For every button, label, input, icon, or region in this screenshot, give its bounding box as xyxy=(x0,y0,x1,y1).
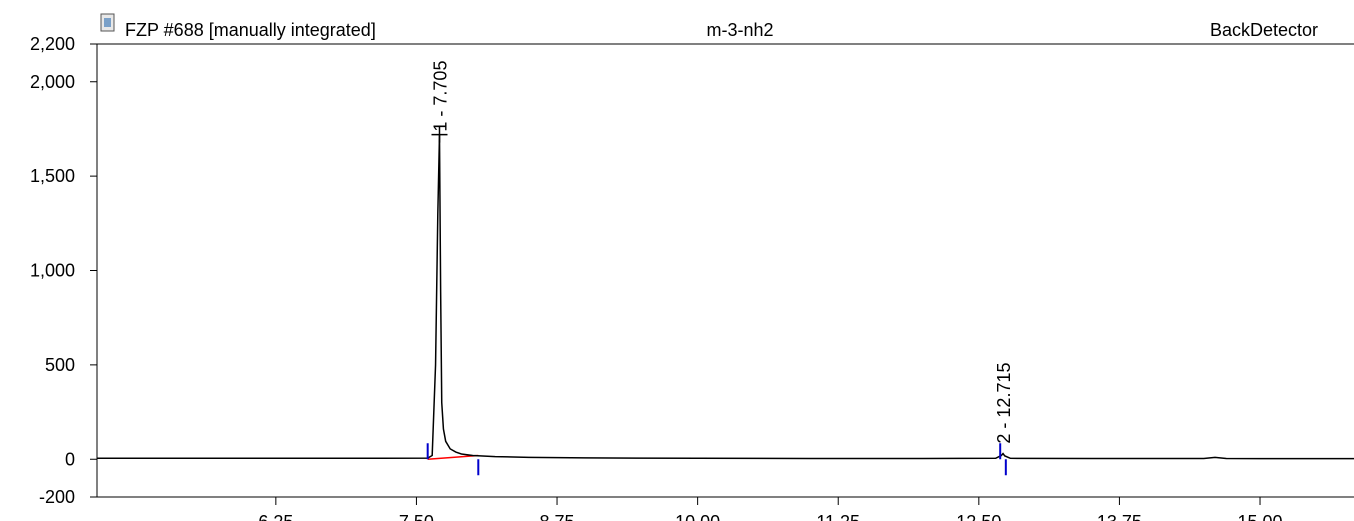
y-tick-label: 500 xyxy=(45,355,75,375)
detector-name: BackDetector xyxy=(1210,20,1318,40)
plot-frame xyxy=(96,43,1354,498)
y-tick-label: 2,000 xyxy=(30,72,75,92)
report-icon xyxy=(100,13,115,32)
x-tick-label: 10.00 xyxy=(675,512,720,521)
x-tick-label: 6.25 xyxy=(258,512,293,521)
signal-trace xyxy=(97,134,1354,460)
x-tick-label: 15.00 xyxy=(1237,512,1282,521)
x-tick-label: 7.50 xyxy=(399,512,434,521)
y-tick-label: 2,200 xyxy=(30,34,75,54)
x-tick-label: 8.75 xyxy=(540,512,575,521)
integration-baseline xyxy=(427,454,479,460)
peak-label: 1 - 7.705 xyxy=(430,61,450,132)
x-tick-label: 12.50 xyxy=(956,512,1001,521)
peak-label: 2 - 12.715 xyxy=(994,363,1014,444)
y-tick-label: 0 xyxy=(65,449,75,469)
y-tick-label: -200 xyxy=(39,487,75,507)
x-tick-label: 13.75 xyxy=(1097,512,1142,521)
y-tick-label: 1,500 xyxy=(30,166,75,186)
chart-title: FZP #688 [manually integrated] xyxy=(125,20,376,40)
y-tick-label: 1,000 xyxy=(30,261,75,281)
sample-name: m-3-nh2 xyxy=(706,20,773,40)
x-tick-label: 11.25 xyxy=(816,512,860,521)
